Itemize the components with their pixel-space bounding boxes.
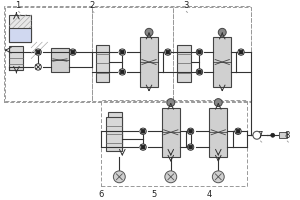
Bar [279,132,286,138]
Circle shape [189,129,193,133]
Circle shape [235,128,241,134]
Text: 2: 2 [89,1,95,10]
Bar [108,112,122,149]
Bar [162,108,180,157]
Circle shape [165,49,171,55]
Text: 8: 8 [284,131,289,140]
Bar [10,15,31,42]
Text: 6: 6 [98,190,104,199]
Bar [106,117,122,151]
Text: 3: 3 [183,1,188,10]
Circle shape [167,99,175,107]
Circle shape [218,28,226,36]
Circle shape [196,49,203,55]
Circle shape [35,49,41,55]
Circle shape [120,70,124,74]
Text: 5: 5 [152,190,157,199]
Bar [108,133,122,145]
Circle shape [188,144,194,150]
Circle shape [239,50,243,54]
Bar [100,100,247,186]
Circle shape [145,28,153,36]
Circle shape [188,128,194,134]
Bar [4,7,92,101]
Circle shape [35,64,41,70]
Circle shape [253,131,261,139]
Circle shape [113,171,125,183]
Circle shape [236,129,240,133]
Text: 7: 7 [257,131,262,140]
Bar [177,45,190,82]
Bar [213,37,231,87]
Circle shape [140,144,146,150]
Circle shape [120,50,124,54]
Circle shape [197,50,202,54]
Circle shape [71,50,75,54]
Circle shape [271,133,275,137]
Circle shape [140,128,146,134]
Bar [4,6,251,102]
Circle shape [197,70,202,74]
Bar [10,28,31,42]
Bar [173,7,251,101]
Circle shape [119,49,125,55]
Text: 4: 4 [207,190,212,199]
Circle shape [141,129,145,133]
Circle shape [238,49,244,55]
Circle shape [196,69,203,75]
Bar [96,45,110,82]
Circle shape [212,171,224,183]
Bar [140,37,158,87]
Circle shape [141,145,145,149]
Bar [209,108,227,157]
Bar [10,46,23,70]
Circle shape [189,145,193,149]
Circle shape [166,50,170,54]
Circle shape [165,171,177,183]
Text: 1: 1 [15,1,20,10]
Circle shape [36,50,40,54]
Circle shape [119,69,125,75]
Bar [92,7,173,101]
Circle shape [214,99,222,107]
Bar [51,48,69,72]
Circle shape [70,49,76,55]
